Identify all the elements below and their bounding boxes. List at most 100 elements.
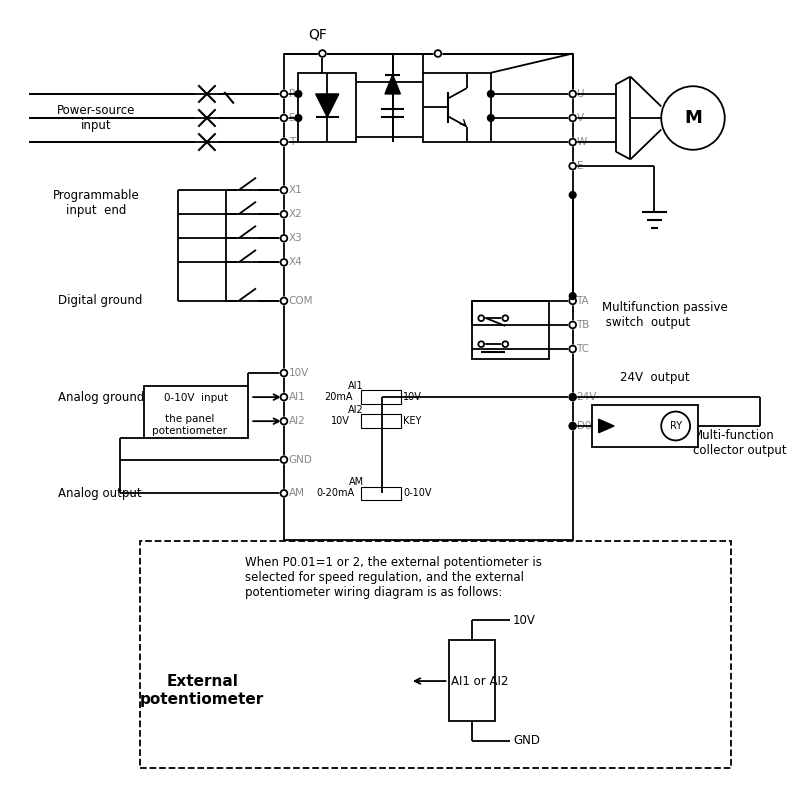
Polygon shape [598, 419, 614, 433]
Text: W: W [577, 137, 586, 147]
Bar [363, 489, 376, 498]
Polygon shape [316, 94, 338, 117]
Text: External
potentiometer: External potentiometer [140, 674, 264, 707]
Text: Power-source
input: Power-source input [57, 104, 135, 132]
Text: Multifunction passive
 switch  output: Multifunction passive switch output [602, 302, 727, 330]
Circle shape [280, 138, 288, 146]
Text: X3: X3 [289, 234, 302, 243]
Text: X4: X4 [289, 258, 302, 267]
Circle shape [280, 394, 288, 401]
Text: RY: RY [670, 421, 682, 431]
Circle shape [569, 394, 577, 401]
Text: TB: TB [577, 320, 590, 330]
Bar [449, 640, 494, 722]
Circle shape [569, 345, 577, 353]
Circle shape [295, 114, 302, 122]
Circle shape [569, 114, 577, 122]
Circle shape [280, 234, 288, 242]
Circle shape [570, 192, 576, 198]
Text: X2: X2 [289, 210, 302, 219]
Circle shape [434, 50, 442, 58]
Text: AI1: AI1 [289, 392, 306, 402]
Bar [139, 542, 731, 768]
Circle shape [280, 210, 288, 218]
Text: 20mA: 20mA [325, 392, 353, 402]
Circle shape [478, 341, 485, 347]
Text: When P0.01=1 or 2, the external potentiometer is
selected for speed regulation, : When P0.01=1 or 2, the external potentio… [246, 556, 542, 599]
Circle shape [487, 90, 494, 98]
Bar [472, 301, 549, 358]
Text: M: M [684, 109, 702, 127]
Circle shape [280, 297, 288, 305]
Text: TA: TA [577, 296, 589, 306]
Bar [361, 414, 402, 428]
Circle shape [280, 418, 288, 425]
Circle shape [280, 490, 288, 498]
Circle shape [570, 423, 575, 429]
Text: TC: TC [577, 344, 590, 354]
Text: 0-10V  input: 0-10V input [164, 393, 228, 403]
Circle shape [478, 315, 485, 322]
Text: T: T [289, 137, 295, 147]
Text: Digital ground: Digital ground [58, 294, 142, 307]
Text: COM: COM [289, 296, 314, 306]
Text: R: R [289, 89, 296, 99]
Polygon shape [385, 74, 400, 94]
Text: AM: AM [349, 477, 364, 487]
Bar [378, 416, 392, 426]
Text: Multi-function
collector output: Multi-function collector output [693, 430, 786, 458]
Text: Analog output: Analog output [58, 487, 142, 500]
Text: AI2: AI2 [348, 405, 364, 414]
Text: S: S [289, 113, 295, 123]
Circle shape [569, 138, 577, 146]
Bar [363, 416, 376, 426]
Text: 10V: 10V [331, 416, 350, 426]
Text: 10V: 10V [289, 368, 309, 378]
Circle shape [280, 114, 288, 122]
Circle shape [280, 370, 288, 377]
Bar [423, 73, 491, 142]
Text: AI1 or AI2: AI1 or AI2 [451, 674, 509, 687]
Circle shape [570, 394, 575, 400]
Text: the panel
potentiometer: the panel potentiometer [152, 414, 227, 436]
Bar [378, 489, 392, 498]
Circle shape [570, 293, 576, 299]
Circle shape [502, 341, 509, 347]
Circle shape [280, 186, 288, 194]
Circle shape [569, 90, 577, 98]
Text: 0-20mA: 0-20mA [316, 488, 354, 498]
Text: 10V: 10V [513, 614, 536, 627]
Circle shape [280, 258, 288, 266]
Text: Programmable
input  end: Programmable input end [53, 189, 140, 217]
Bar [144, 386, 248, 438]
Bar [298, 73, 356, 142]
Circle shape [502, 315, 509, 322]
Text: AI1: AI1 [348, 381, 364, 390]
Bar [378, 392, 392, 402]
Bar [592, 405, 698, 447]
Circle shape [569, 422, 577, 430]
Text: QF: QF [308, 28, 327, 42]
Bar [361, 390, 402, 404]
Bar [284, 54, 573, 539]
Text: AI2: AI2 [289, 416, 306, 426]
Text: U: U [577, 89, 584, 99]
Bar [363, 392, 376, 402]
Text: D01: D01 [577, 421, 598, 431]
Text: V: V [577, 113, 584, 123]
Circle shape [569, 162, 577, 170]
Circle shape [280, 90, 288, 98]
Circle shape [295, 90, 302, 98]
Text: 24V  output: 24V output [620, 371, 690, 384]
Text: 24V: 24V [577, 392, 597, 402]
Text: E: E [577, 161, 583, 171]
Text: AM: AM [289, 488, 305, 498]
Circle shape [569, 297, 577, 305]
Text: Analog ground: Analog ground [58, 390, 144, 404]
Text: 0-10V: 0-10V [403, 488, 432, 498]
Circle shape [569, 321, 577, 329]
Circle shape [487, 114, 494, 122]
Circle shape [318, 50, 326, 58]
Bar [361, 486, 402, 500]
Circle shape [280, 456, 288, 463]
